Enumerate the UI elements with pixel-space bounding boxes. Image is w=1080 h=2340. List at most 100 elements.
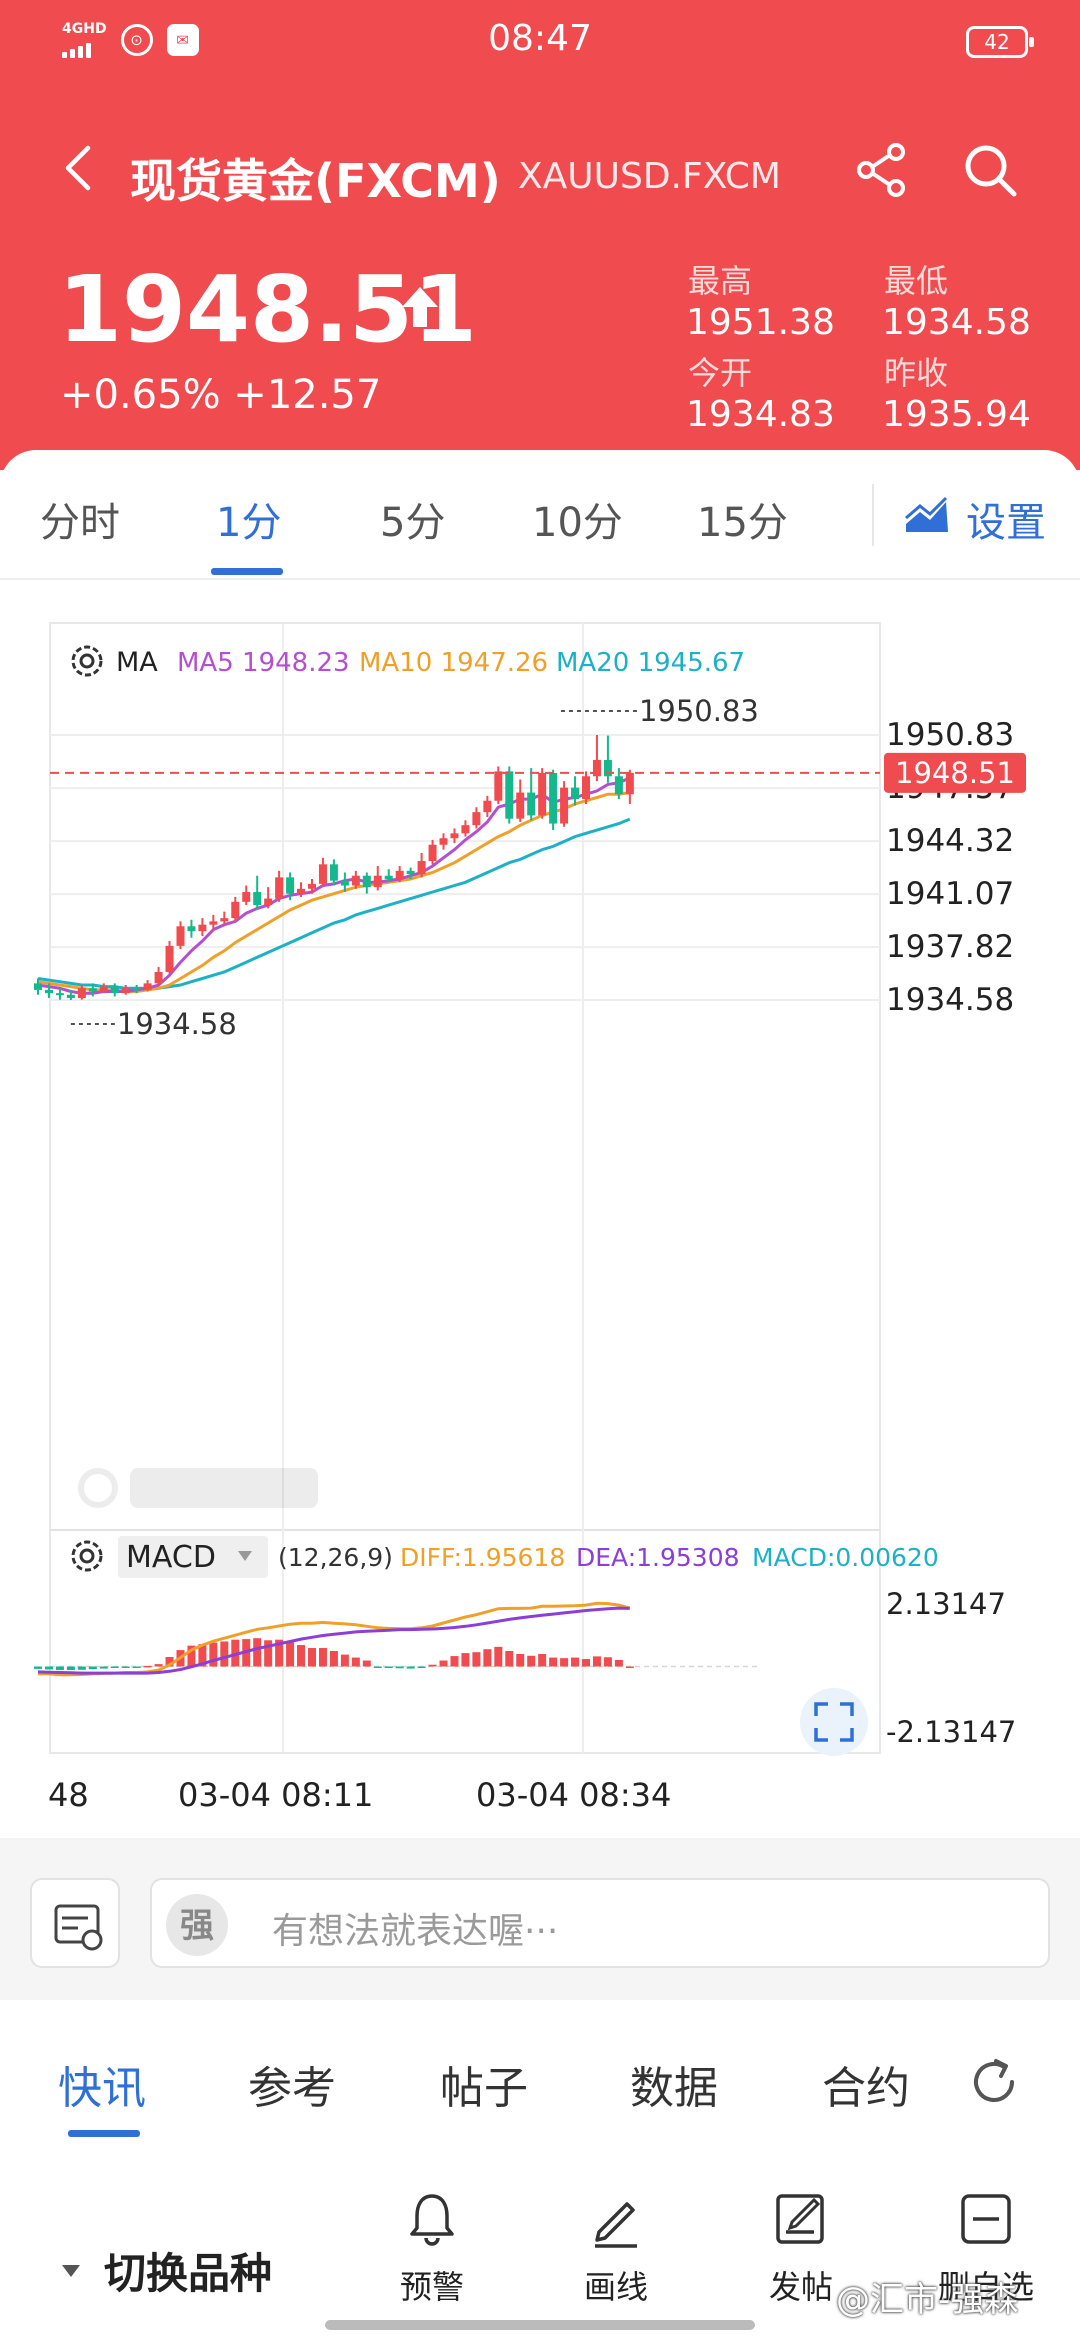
status-time: 08:47 <box>488 18 592 59</box>
low-label: 最低 <box>884 262 949 300</box>
macd-bar <box>132 1666 141 1668</box>
candle-body <box>527 792 536 816</box>
candle-body <box>66 994 75 999</box>
dea-legend: DEA:1.95308 <box>576 1543 740 1572</box>
open-value: 1934.83 <box>686 394 835 435</box>
candle-body <box>505 771 514 819</box>
macd-bar <box>318 1648 327 1667</box>
candle-body <box>308 883 316 889</box>
macd-bar <box>220 1641 229 1667</box>
network-type: 4GHD <box>62 21 107 37</box>
macd-bar <box>351 1657 360 1667</box>
macd-bar <box>549 1657 558 1667</box>
instrument-code: XAUUSD.FXCM <box>518 156 781 197</box>
macd-bar <box>592 1656 601 1667</box>
macd-bar <box>494 1646 503 1667</box>
back-arrow-icon[interactable] <box>54 142 106 194</box>
candle-body <box>603 759 612 777</box>
candle-body <box>121 988 130 994</box>
candle-body <box>77 988 86 999</box>
macd-y-tick-top: 2.13147 <box>886 1587 1006 1621</box>
settings-button[interactable]: 设置 <box>966 500 1046 546</box>
ma-settings-icon[interactable] <box>71 645 103 677</box>
ma10-legend: MA10 1947.26 <box>359 648 548 678</box>
candle-body <box>209 921 218 925</box>
candle-body <box>231 901 240 919</box>
data-source-logo <box>78 1468 318 1508</box>
quote-header: 4GHD ⊙ ✉ 08:47 42 现货黄金(FXCM) XAUUSD.FXCM <box>0 0 1080 470</box>
alert-button[interactable]: 预警 <box>367 2188 497 2308</box>
candle-body <box>340 880 349 886</box>
y-tick-label: 1941.07 <box>886 876 1014 912</box>
macd-bar <box>187 1645 196 1667</box>
macd-bar <box>110 1666 119 1668</box>
y-tick-label: 1937.82 <box>886 929 1014 965</box>
chart-settings-icon[interactable] <box>904 496 950 536</box>
macd-bar <box>582 1659 590 1667</box>
tab-15min[interactable]: 15分 <box>697 500 788 546</box>
notes-settings-icon <box>54 1904 103 1951</box>
candle-body <box>362 875 371 888</box>
notes-button[interactable] <box>30 1878 120 1968</box>
y-tick-label: 1950.83 <box>886 717 1014 753</box>
macd-bar <box>340 1654 349 1667</box>
caret-down-icon <box>62 2264 80 2277</box>
alert-label: 预警 <box>399 2268 464 2306</box>
macd-bar <box>439 1660 448 1667</box>
candle-body <box>516 792 525 819</box>
network-indicator: 4GHD <box>62 22 107 58</box>
candle-body <box>275 877 284 899</box>
fullscreen-icon[interactable] <box>800 1688 868 1756</box>
bottom-action-bar: 切换品种 预警 画线 发帖 删自选 <box>0 2160 1080 2340</box>
macd-indicator-select[interactable] <box>118 1536 268 1578</box>
refresh-icon[interactable] <box>964 2052 1024 2112</box>
candle-body <box>384 875 393 879</box>
macd-bar <box>44 1666 53 1670</box>
tab-10min[interactable]: 10分 <box>532 500 623 546</box>
tab-news-flash[interactable]: 快讯 <box>58 2063 146 2114</box>
share-icon[interactable] <box>852 140 912 200</box>
tab-reference[interactable]: 参考 <box>248 2063 336 2114</box>
candle-body <box>198 924 207 932</box>
macd-bar <box>154 1664 163 1667</box>
y-tick-label: 1934.58 <box>886 982 1014 1018</box>
search-icon[interactable] <box>960 140 1020 200</box>
timeframe-tabs: 分时 1分 5分 10分 15分 设置 <box>0 450 1080 580</box>
instrument-title: 现货黄金(FXCM) <box>130 154 501 208</box>
macd-bar <box>286 1642 295 1667</box>
candle-body <box>560 787 569 824</box>
home-indicator[interactable] <box>325 2320 755 2330</box>
comment-input[interactable]: 强 有想法就表达喔··· <box>150 1878 1050 1968</box>
macd-bar <box>99 1666 108 1669</box>
macd-bar <box>417 1666 426 1668</box>
macd-bar <box>406 1666 415 1669</box>
draw-line-button[interactable]: 画线 <box>551 2188 681 2308</box>
macd-settings-icon[interactable] <box>71 1540 103 1572</box>
kline-chart[interactable]: 1950.831947.571944.321941.071937.821934.… <box>0 600 1080 1830</box>
candle-body <box>242 892 251 902</box>
tab-intraday[interactable]: 分时 <box>40 500 120 546</box>
candle-body <box>154 971 163 984</box>
tab-contract[interactable]: 合约 <box>822 2063 910 2114</box>
comment-placeholder: 有想法就表达喔··· <box>272 1911 559 1952</box>
tab-data[interactable]: 数据 <box>630 2063 718 2114</box>
candle-body <box>329 864 338 881</box>
chart-frame <box>49 622 881 1754</box>
tab-1min[interactable]: 1分 <box>216 500 282 546</box>
remove-watchlist-button[interactable]: 删自选 <box>921 2188 1051 2308</box>
candle-body <box>461 825 470 834</box>
tab-5min[interactable]: 5分 <box>380 500 446 546</box>
candle-body <box>571 787 580 800</box>
tab-posts[interactable]: 帖子 <box>440 2063 528 2114</box>
switch-instrument-button[interactable]: 切换品种 <box>60 2240 272 2301</box>
current-price-tag <box>884 752 1026 793</box>
macd-params: (12,26,9) <box>278 1543 393 1572</box>
macd-bar <box>275 1639 284 1667</box>
macd-bar <box>384 1666 393 1668</box>
high-label: 最高 <box>688 262 753 300</box>
macd-bar <box>34 1666 42 1669</box>
candle-body <box>549 772 558 824</box>
macd-bar <box>329 1651 338 1667</box>
draw-line-label: 画线 <box>583 2268 648 2306</box>
new-post-button[interactable]: 发帖 <box>736 2188 866 2308</box>
